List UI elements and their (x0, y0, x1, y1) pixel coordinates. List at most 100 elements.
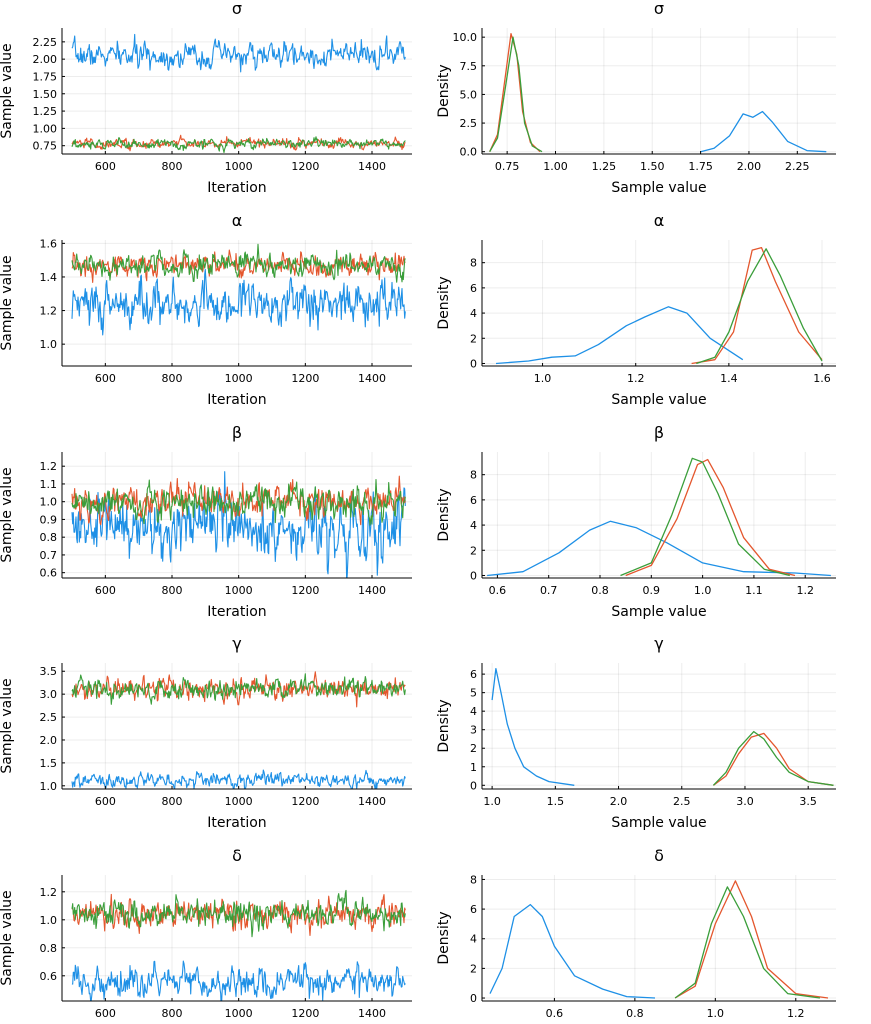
x-tick-label: 1.2 (787, 1007, 805, 1020)
y-tick-label: 6 (470, 494, 477, 507)
series-group (489, 880, 829, 999)
panel-1: 0.75 1.00 1.25 1.50 1.75 2.00 2.25 0.0 2.5 5.0 7.5… (436, 0, 836, 196)
panel-title: σ (654, 0, 664, 18)
y-tick-label: 1.00 (33, 122, 58, 135)
series-group (71, 243, 406, 336)
series-group (489, 33, 827, 153)
y-tick-label: 8 (470, 873, 477, 886)
y-tick-label: 4 (470, 307, 477, 320)
panel-5: 0.6 0.7 0.8 0.9 1.0 1.1 1.2 0 2 4 6 8 β Sample value D… (436, 423, 836, 620)
y-axis-label: Sample value (0, 467, 15, 562)
x-tick-label: 0.8 (591, 584, 609, 597)
y-tick-label: 10.0 (453, 31, 478, 44)
y-tick-label: 1.0 (40, 914, 58, 927)
series-group (71, 671, 406, 789)
panel-3: 1.0 1.2 1.4 1.6 0 2 4 6 8 α Sample value Density (436, 211, 836, 408)
panel-title: γ (654, 634, 663, 653)
y-tick-label: 3.0 (40, 688, 58, 701)
y-tick-label: 4 (470, 705, 477, 718)
panel-title: β (232, 423, 242, 442)
y-tick-label: 1.50 (33, 88, 58, 101)
series-group (487, 457, 831, 577)
x-tick-label: 1200 (291, 372, 319, 385)
x-tick-label: 600 (95, 372, 116, 385)
x-tick-label: 600 (95, 584, 116, 597)
y-tick-label: 6 (470, 903, 477, 916)
x-tick-label: 1200 (291, 795, 319, 808)
x-tick-label: 1.0 (483, 795, 501, 808)
series-chain-1 (71, 769, 406, 789)
x-tick-label: 800 (162, 160, 183, 173)
y-tick-label: 0.8 (40, 531, 58, 544)
series-chain-1 (71, 33, 406, 73)
series-group (71, 471, 406, 578)
y-tick-label: 0.0 (460, 146, 478, 159)
y-tick-label: 0 (470, 779, 477, 792)
x-tick-label: 1.00 (543, 160, 568, 173)
y-tick-label: 1.4 (40, 271, 58, 284)
x-tick-label: 1.1 (745, 584, 763, 597)
x-tick-label: 1200 (291, 584, 319, 597)
x-tick-label: 2.00 (737, 160, 762, 173)
panel-title: α (232, 211, 243, 230)
panel-0: 600 800 1000 1200 1400 0.75 1.00 1.25 1.50 1.75 2.… (0, 0, 412, 196)
y-tick-label: 2.00 (33, 53, 58, 66)
x-tick-label: 1200 (291, 160, 319, 173)
x-tick-label: 1.5 (547, 795, 565, 808)
series-chain-2 (625, 458, 796, 577)
y-tick-label: 8 (470, 469, 477, 482)
y-tick-label: 3.5 (40, 665, 58, 678)
x-tick-label: 3.5 (799, 795, 817, 808)
y-tick-label: 2 (470, 544, 477, 557)
series-chain-3 (620, 457, 790, 577)
x-axis-label: Sample value (611, 815, 706, 831)
series-chain-3 (674, 886, 820, 999)
series-chain-1 (71, 471, 406, 578)
y-tick-label: 2.5 (460, 117, 478, 130)
y-tick-label: 2 (470, 742, 477, 755)
y-tick-label: 3 (470, 724, 477, 737)
series-chain-1 (489, 903, 656, 999)
x-tick-label: 1000 (225, 795, 253, 808)
panel-2: 600 800 1000 1200 1400 1.0 1.2 1.4 1.6 α Iteration… (0, 211, 412, 408)
x-tick-label: 1200 (291, 1007, 319, 1020)
y-tick-label: 1.25 (33, 105, 58, 118)
series-chain-3 (71, 136, 406, 154)
x-tick-label: 0.6 (489, 584, 507, 597)
x-tick-label: 800 (162, 584, 183, 597)
y-tick-label: 8 (470, 257, 477, 270)
series-chain-1 (71, 268, 406, 336)
y-axis-label: Density (436, 699, 452, 752)
x-tick-label: 1.25 (592, 160, 617, 173)
series-group (491, 667, 834, 786)
x-tick-label: 1000 (225, 1007, 253, 1020)
x-tick-label: 1400 (358, 1007, 386, 1020)
y-tick-label: 0 (470, 569, 477, 582)
series-chain-3 (696, 248, 823, 365)
x-tick-label: 2.5 (673, 795, 691, 808)
x-tick-label: 600 (95, 160, 116, 173)
y-tick-label: 4 (470, 519, 477, 532)
y-tick-label: 1.0 (40, 338, 58, 351)
x-tick-label: 1.0 (707, 1007, 725, 1020)
y-tick-label: 7.5 (460, 60, 478, 73)
y-axis-label: Sample value (0, 43, 15, 138)
x-tick-label: 1.0 (694, 584, 712, 597)
x-axis-label: Sample value (611, 180, 706, 196)
x-tick-label: 2.25 (785, 160, 810, 173)
series-chain-2 (691, 246, 823, 365)
y-tick-label: 0.75 (33, 140, 58, 153)
series-chain-3 (712, 730, 834, 786)
series-group (71, 889, 406, 1001)
y-tick-label: 1.5 (40, 757, 58, 770)
series-chain-1 (700, 110, 827, 153)
x-tick-label: 1400 (358, 584, 386, 597)
panel-title: β (654, 423, 664, 442)
y-tick-label: 1.2 (40, 886, 58, 899)
y-tick-label: 1.75 (33, 70, 58, 83)
y-tick-label: 1.0 (40, 496, 58, 509)
y-axis-label: Density (436, 911, 452, 964)
y-axis-label: Density (436, 276, 452, 329)
